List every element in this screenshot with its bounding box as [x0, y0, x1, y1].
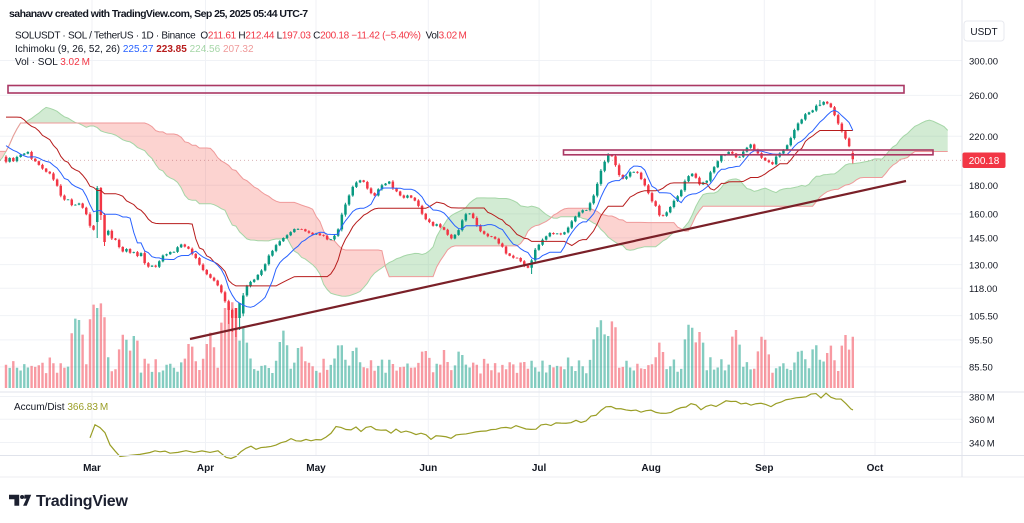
svg-text:300.00: 300.00: [969, 56, 998, 67]
svg-text:260.00: 260.00: [969, 91, 998, 102]
svg-text:118.00: 118.00: [969, 284, 997, 295]
svg-text:May: May: [306, 463, 326, 474]
svg-text:85.50: 85.50: [969, 363, 993, 374]
svg-text:sahanavv created with TradingV: sahanavv created with TradingView.com, S…: [9, 8, 308, 20]
svg-text:95.50: 95.50: [969, 336, 993, 347]
svg-text:Aug: Aug: [641, 463, 660, 474]
svg-text:TradingView: TradingView: [36, 493, 129, 510]
svg-text:Jun: Jun: [419, 463, 437, 474]
svg-text:105.50: 105.50: [969, 311, 998, 322]
svg-text:380 M: 380 M: [969, 392, 995, 403]
svg-text:SOLUSDT · SOL / TetherUS · 1D: SOLUSDT · SOL / TetherUS · 1D · Binance …: [15, 31, 467, 42]
svg-text:130.00: 130.00: [969, 260, 998, 271]
svg-text:Mar: Mar: [83, 463, 101, 474]
svg-text:Accum/Dist 366.83 M: Accum/Dist 366.83 M: [14, 402, 108, 413]
svg-text:180.00: 180.00: [969, 181, 998, 192]
svg-text:200.18: 200.18: [969, 156, 1000, 167]
svg-text:160.00: 160.00: [969, 210, 998, 221]
svg-text:Oct: Oct: [867, 463, 884, 474]
svg-text:Sep: Sep: [755, 463, 773, 474]
svg-text:360 M: 360 M: [969, 415, 995, 426]
svg-text:Apr: Apr: [197, 463, 214, 474]
svg-text:145.00: 145.00: [969, 234, 998, 245]
svg-text:Vol · SOL 3.02 M: Vol · SOL 3.02 M: [15, 57, 90, 68]
svg-text:220.00: 220.00: [969, 132, 998, 143]
svg-text:340 M: 340 M: [969, 438, 995, 449]
svg-text:Ichimoku (9, 26, 52, 26) 225.2: Ichimoku (9, 26, 52, 26) 225.27 223.85 2…: [15, 44, 254, 55]
svg-text:USDT: USDT: [970, 27, 997, 38]
svg-text:Jul: Jul: [532, 463, 547, 474]
